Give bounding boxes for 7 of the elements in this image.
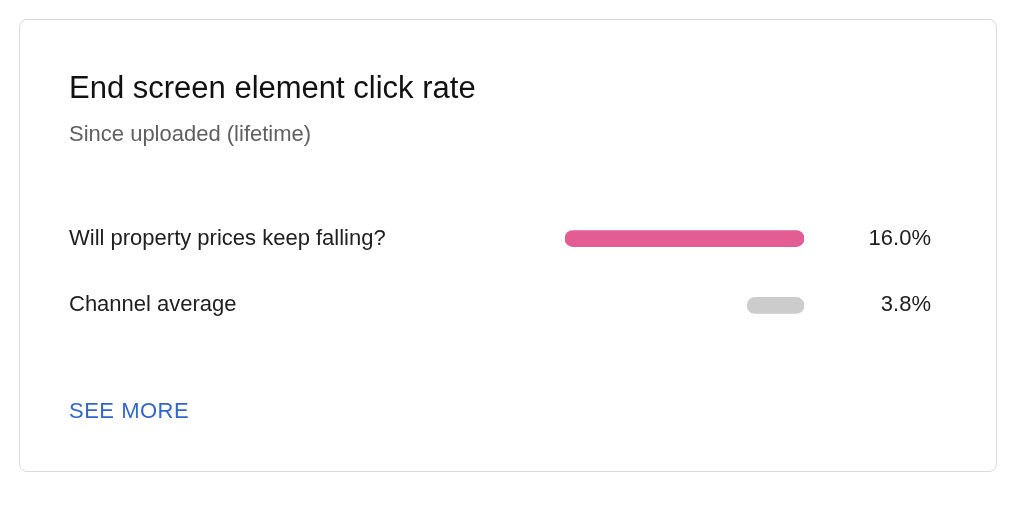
- text: Since uploaded (lifetime): [69, 121, 312, 147]
- data-label: 3.8%: [880, 291, 931, 317]
- y-tick-label: Will property prices keep falling?: [69, 224, 386, 250]
- y-tick-label: Channel average: [69, 291, 237, 317]
- text: SEE MORE: [69, 398, 190, 424]
- text: End screen element click rate: [69, 70, 476, 106]
- data-label: 16.0%: [868, 224, 931, 250]
